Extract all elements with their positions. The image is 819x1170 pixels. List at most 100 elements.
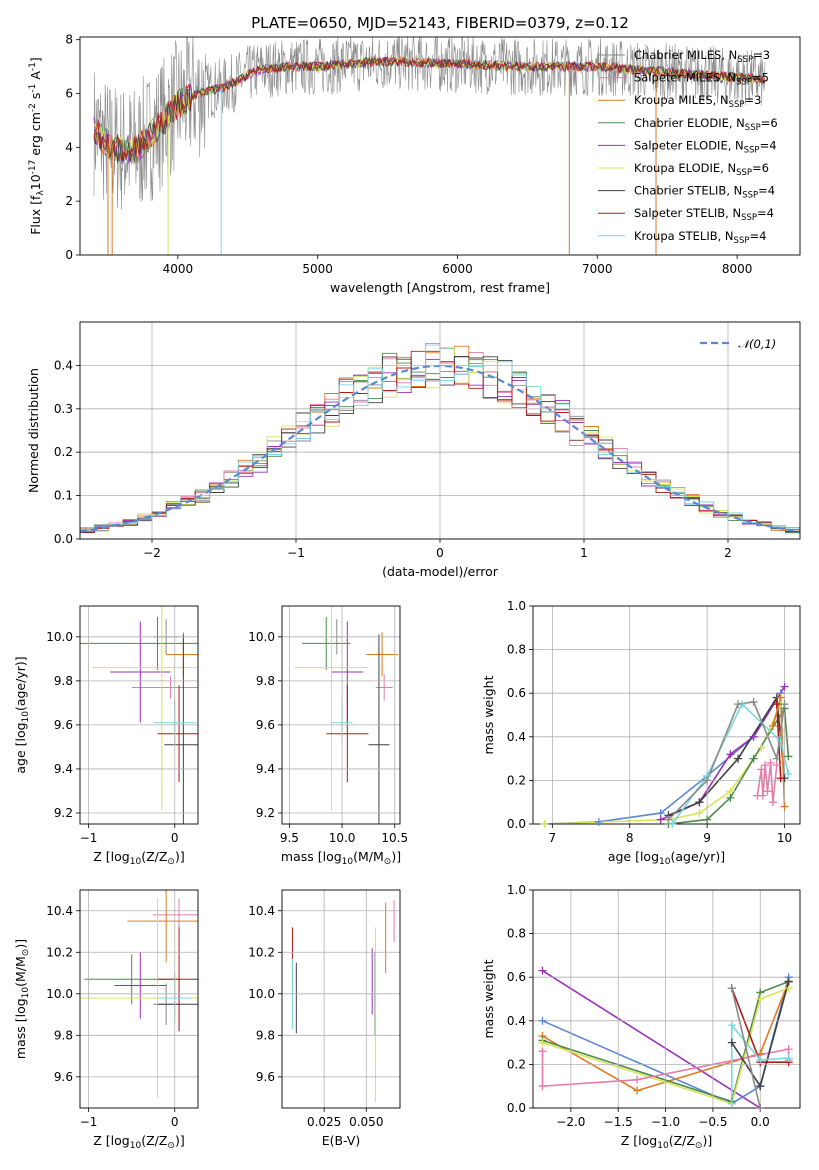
series-marker-kroupa-stelib	[727, 1099, 736, 1108]
axes-frame	[532, 889, 801, 1109]
y-tick-label: 10.0	[46, 987, 73, 1001]
plot-area-mass_vs_Z	[80, 890, 198, 1098]
series-marker-kroupa-elodie	[757, 743, 766, 752]
spectrum-line-salpeter-stelib	[93, 56, 766, 162]
y-tick-label: 0.0	[54, 532, 73, 546]
y-tick-label: 9.8	[256, 674, 275, 688]
series-marker-kroupa-elodie	[538, 1038, 547, 1047]
y-tick-label: 10.0	[46, 630, 73, 644]
y-axis-label: mass weight	[481, 675, 496, 754]
series-marker-chabrier-miles	[664, 815, 673, 824]
series-marker-salpeter-miles	[768, 798, 777, 807]
y-tick-label: 2	[65, 194, 73, 208]
plot-area-spectrum	[93, 37, 766, 255]
series-marker-salpeter-miles	[761, 761, 770, 770]
y-tick-label: 10.4	[248, 904, 275, 918]
spectrum-legend: Chabrier MILES, NSSP=3 Salpeter MILES, NS…	[598, 48, 778, 246]
y-tick-label: 9.2	[54, 806, 73, 820]
series-line-chabrier-miles	[731, 987, 761, 1108]
y-tick-label: 0.8	[507, 927, 526, 941]
series-marker-salpeter-miles	[766, 758, 775, 767]
series-marker-kroupa-stelib	[776, 737, 785, 746]
series-marker-gaussian	[538, 1016, 547, 1025]
x-tick-label: 9.5	[280, 831, 299, 845]
y-tick-label: 4	[65, 140, 73, 154]
series-marker-kroupa-miles	[776, 693, 785, 702]
y-tick-label: 10.4	[46, 904, 73, 918]
series-marker-chabrier-elodie	[703, 815, 712, 824]
x-tick-label: 0	[171, 831, 179, 845]
y-tick-label: 0.0	[507, 1101, 526, 1115]
series-marker-salpeter-elodie	[538, 966, 547, 975]
x-tick-label: 9	[703, 831, 711, 845]
y-tick-label: 8	[65, 33, 73, 47]
panel-mass_weight_vs_age: 7 8 9 10 0.0 0.2 0.4 0.6 0.8 1.0 age [log10​(age/y…	[481, 599, 801, 867]
series-marker-chabrier-miles	[734, 700, 743, 709]
axes-frame	[79, 889, 199, 1109]
series-marker-kroupa-elodie	[695, 809, 704, 818]
y-tick-label: 10.2	[46, 945, 73, 959]
series-marker-kroupa-miles	[768, 721, 777, 730]
y-tick-label: 10.2	[248, 945, 275, 959]
series-marker-chabrier-elodie	[749, 754, 758, 763]
panel-mass_vs_ebv: 0.025 0.050 9.6 9.8 10.0 10.2 10.4 E(B-V)	[248, 889, 401, 1148]
axes-frame	[79, 36, 801, 256]
series-marker-kroupa-stelib	[668, 820, 677, 828]
series-marker-chabrier-stelib	[756, 1082, 765, 1091]
y-tick-label: 9.6	[256, 1070, 275, 1084]
series-marker-chabrier-miles	[780, 700, 789, 709]
x-tick-label: 7000	[582, 262, 613, 276]
axes-frame	[281, 889, 401, 1109]
y-tick-label: 0.6	[507, 686, 526, 700]
series-marker-salpeter-elodie	[656, 815, 665, 824]
axes-frame	[79, 321, 801, 540]
series-line-kroupa-elodie	[544, 703, 782, 824]
plot-area-mass_weight_vs_age	[544, 686, 790, 824]
y-tick-label: 1.0	[507, 883, 526, 897]
y-tick-label: 0.6	[507, 970, 526, 984]
series-marker-chabrier-miles	[727, 984, 736, 993]
x-tick-label: −2	[143, 546, 161, 560]
y-tick-label: 9.8	[54, 674, 73, 688]
panel-age_vs_Z: −1 0 9.2 9.4 9.6 9.8 10.0 Z [log10​(Z/Z⊙​)] age …	[13, 605, 199, 867]
series-marker-chabrier-miles	[749, 697, 758, 706]
x-tick-label: −2.0	[556, 1115, 585, 1129]
y-tick-label: 6	[65, 87, 73, 101]
series-marker-salpeter-elodie	[749, 732, 758, 741]
y-tick-label: 0.2	[507, 773, 526, 787]
y-axis-label: Flux [fλ​10-17​ erg cm-2​ s-1​ A-1​]	[28, 57, 46, 235]
x-tick-label: 0	[171, 1115, 179, 1129]
series-marker-salpeter-elodie	[726, 750, 735, 759]
series-line-gaussian	[544, 692, 782, 824]
y-tick-label: 0.2	[507, 1057, 526, 1071]
series-marker-chabrier-miles	[756, 1104, 765, 1112]
series-marker-chabrier-stelib	[695, 798, 704, 807]
legend-label-kroupa-miles: Kroupa MILES, NSSP=3	[634, 93, 761, 110]
x-tick-label: 0.0	[751, 1115, 770, 1129]
x-tick-label: 1	[580, 546, 588, 560]
y-tick-label: 9.8	[54, 1028, 73, 1042]
legend-label-gaussian: 𝒩(0,1)	[738, 337, 776, 351]
series-marker-salpeter-miles	[772, 761, 781, 770]
x-tick-label: 5000	[302, 262, 333, 276]
x-axis-label: wavelength [Angstrom, rest frame]	[330, 280, 550, 295]
y-tick-label: 0	[65, 248, 73, 262]
series-line-kroupa-miles	[542, 981, 790, 1092]
x-tick-label: 8	[626, 831, 634, 845]
panel-mass_weight_vs_Z: −2.0 −1.5 −1.0 −0.5 0.0 0.0 0.2 0.4 0.6 0.8 1.0 Z […	[481, 883, 801, 1151]
axes-frame	[79, 605, 199, 825]
y-tick-label: 0.3	[54, 402, 73, 416]
y-tick-label: 9.8	[256, 1028, 275, 1042]
panel-age_vs_mass: 9.5 10.0 10.5 9.2 9.4 9.6 9.8 10.0 mass [log10​(…	[248, 605, 408, 867]
series-marker-kroupa-miles	[780, 802, 789, 811]
x-tick-label: −1	[80, 831, 98, 845]
legend-label-chabrier-stelib: Chabrier STELIB, NSSP=4	[634, 184, 775, 201]
y-tick-label: 9.6	[54, 1070, 73, 1084]
x-tick-label: 4000	[163, 262, 194, 276]
legend-label-chabrier-miles: Chabrier MILES, NSSP=3	[634, 48, 770, 65]
x-tick-label: 0	[436, 546, 444, 560]
x-axis-label: mass [log10​(M/M⊙​)]	[281, 849, 401, 867]
legend-label-kroupa-stelib: Kroupa STELIB, NSSP=4	[634, 229, 766, 246]
series-marker-salpeter-elodie	[780, 682, 789, 691]
